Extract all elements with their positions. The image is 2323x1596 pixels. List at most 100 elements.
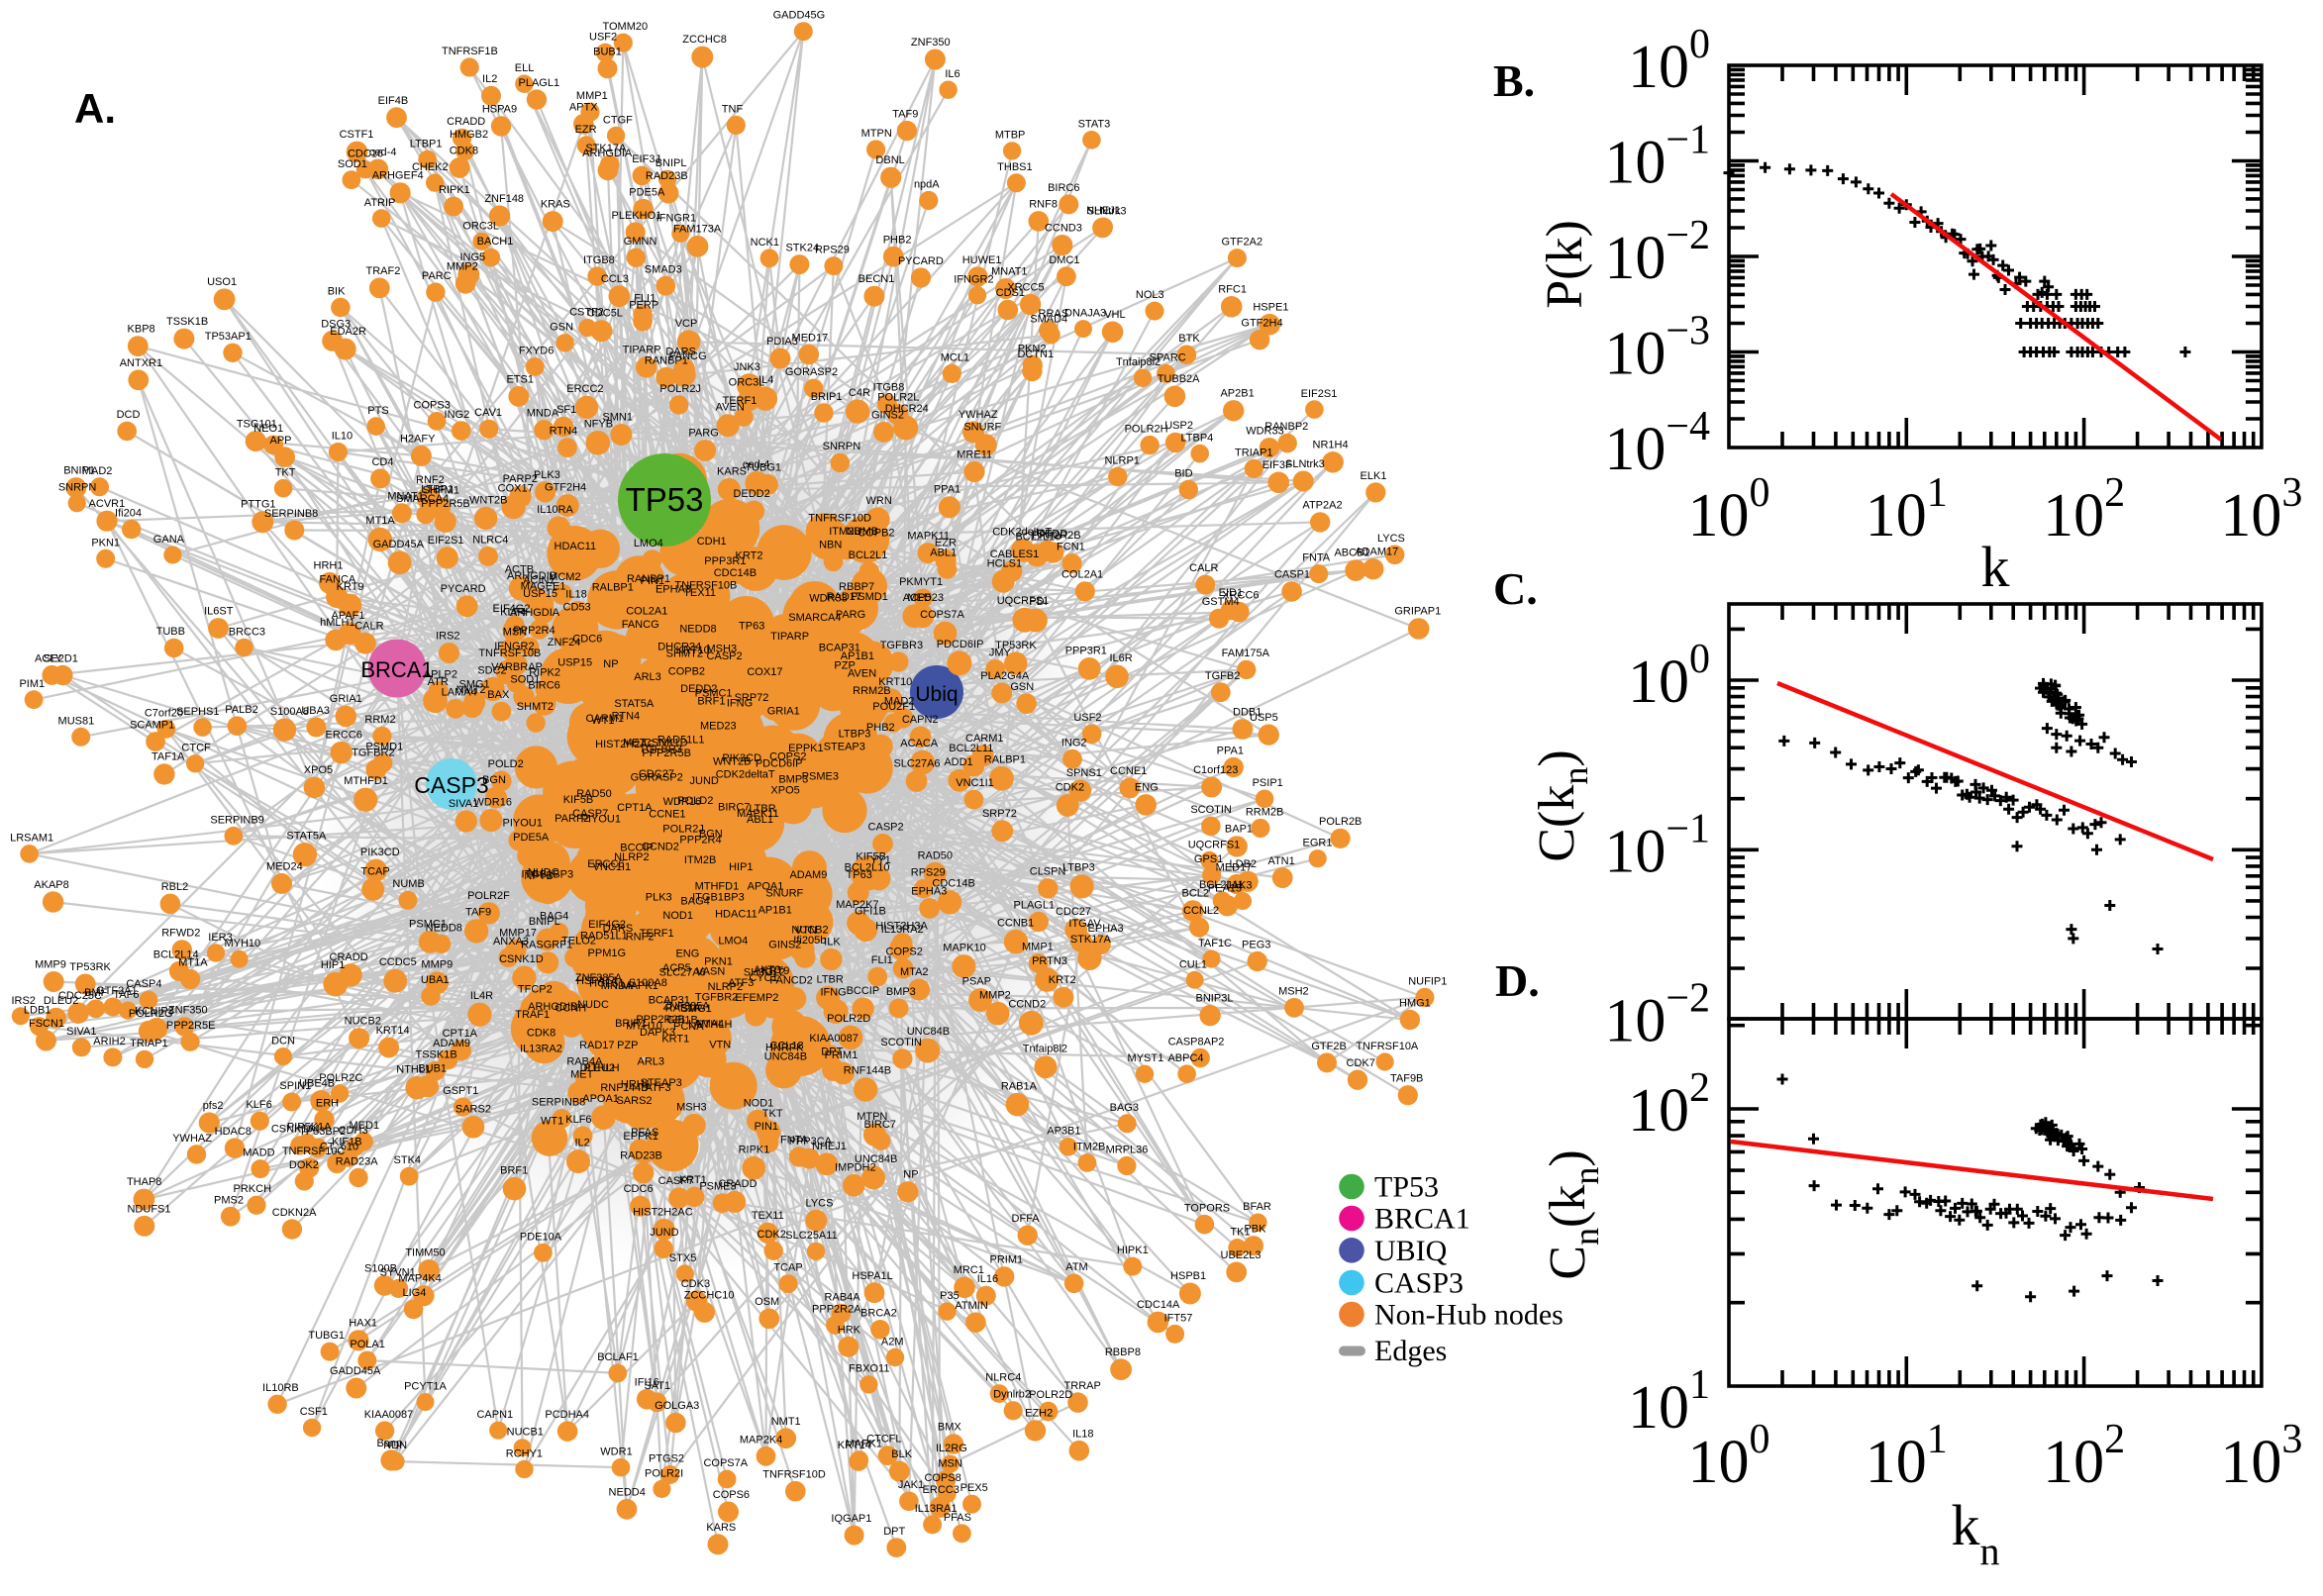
svg-text:CCNH: CCNH [555,1002,586,1014]
svg-text:CTCF: CTCF [181,743,211,754]
svg-text:STAT5A: STAT5A [614,698,655,710]
svg-text:BTK: BTK [1178,333,1200,345]
svg-text:POU2F1: POU2F1 [872,701,915,713]
svg-text:CDK2: CDK2 [758,1229,786,1241]
svg-text:PZP: PZP [617,1040,638,1051]
svg-text:ABPC4: ABPC4 [1167,1052,1203,1064]
svg-text:NBN: NBN [819,540,842,551]
svg-text:npdA: npdA [914,179,940,191]
svg-text:POLA1: POLA1 [350,1339,384,1350]
svg-text:BMP3: BMP3 [886,986,916,998]
svg-text:ING2: ING2 [445,409,470,421]
svg-text:DCTN1: DCTN1 [1017,349,1054,360]
svg-text:AP3B1: AP3B1 [1047,1126,1080,1138]
svg-text:TERF1: TERF1 [640,928,674,940]
svg-text:DPT: DPT [821,1047,843,1058]
svg-text:CHEK2: CHEK2 [412,161,449,173]
svg-text:SLC27A6: SLC27A6 [659,967,706,979]
svg-text:DHCR24: DHCR24 [885,403,929,415]
svg-text:CD4: CD4 [371,456,393,468]
svg-text:DEDD: DEDD [1037,528,1067,540]
svg-text:KRT9: KRT9 [761,965,789,977]
svg-text:CAV1: CAV1 [474,407,502,419]
svg-text:POLR2C: POLR2C [319,1072,362,1084]
svg-text:BRIP1: BRIP1 [615,1018,647,1030]
svg-text:TSSK1B: TSSK1B [416,1048,457,1060]
svg-text:NP: NP [903,1169,918,1181]
svg-text:VARBRAP: VARBRAP [491,661,543,673]
svg-text:HUWE1: HUWE1 [962,254,1002,266]
svg-text:IQGAP1: IQGAP1 [831,1513,871,1525]
svg-text:SMG1: SMG1 [459,679,490,691]
svg-text:IL2RG: IL2RG [936,1443,967,1454]
svg-text:PDI: PDI [1029,596,1047,608]
svg-text:UBA3: UBA3 [301,705,330,717]
svg-text:TKT: TKT [762,1108,783,1120]
svg-text:ITGB1BP3: ITGB1BP3 [692,892,745,904]
svg-text:STAT5A: STAT5A [286,831,327,843]
svg-text:MAPK1: MAPK1 [622,980,658,992]
svg-text:MCM2: MCM2 [549,571,580,583]
svg-text:LTBP4: LTBP4 [1180,432,1213,444]
svg-text:SMARCA4: SMARCA4 [396,493,449,505]
svg-text:PSMC1: PSMC1 [695,688,733,700]
svg-text:STK17A: STK17A [585,143,627,154]
svg-text:NLRP2: NLRP2 [614,851,649,863]
svg-text:MMP2: MMP2 [447,261,478,273]
svg-text:TAF1A: TAF1A [152,751,185,763]
svg-text:EIF4B: EIF4B [378,95,409,107]
svg-text:MYH10: MYH10 [626,1021,662,1033]
svg-text:ACTB: ACTB [505,563,534,575]
svg-text:TGFBR2: TGFBR2 [695,992,738,1004]
svg-text:TP53BP2: TP53BP2 [299,1126,346,1138]
svg-text:EIF2S1: EIF2S1 [1301,388,1338,400]
svg-text:CDC27: CDC27 [639,768,674,780]
svg-text:RIPK2: RIPK2 [529,667,560,679]
svg-text:SE2D1: SE2D1 [44,652,78,664]
svg-text:TEX11: TEX11 [752,1210,784,1222]
svg-text:PIP5K1A: PIP5K1A [287,1122,332,1134]
svg-text:TRIAP1: TRIAP1 [1235,447,1273,458]
svg-text:TUBB: TUBB [156,626,185,638]
svg-text:SRP72: SRP72 [735,692,769,704]
svg-text:CALR: CALR [1189,562,1218,574]
svg-text:SMAD3: SMAD3 [645,263,682,275]
svg-text:IMPDH2: IMPDH2 [835,1162,876,1174]
svg-text:BIK: BIK [328,285,346,297]
svg-text:CPT1A: CPT1A [443,1028,478,1040]
svg-text:LAMA4: LAMA4 [688,1019,724,1031]
svg-text:PMS2: PMS2 [214,1194,244,1206]
svg-text:PLK3: PLK3 [646,891,672,903]
svg-text:POLR2G: POLR2G [129,1008,173,1020]
svg-text:SMG1: SMG1 [681,1003,712,1015]
svg-text:STK17A: STK17A [1070,934,1112,946]
svg-text:SLC25A11: SLC25A11 [785,1230,837,1242]
svg-text:SERPINB8: SERPINB8 [264,508,318,520]
svg-text:CCND2: CCND2 [1008,998,1046,1010]
svg-text:ITGB8: ITGB8 [583,254,615,266]
svg-text:WDR16: WDR16 [663,796,702,808]
svg-text:HMG1: HMG1 [1399,997,1431,1009]
svg-text:CASP7: CASP7 [572,808,608,820]
svg-text:A2M: A2M [881,1336,904,1347]
svg-text:EGR1: EGR1 [1303,838,1333,849]
svg-text:BNIPL: BNIPL [529,916,560,928]
svg-text:NTHL1: NTHL1 [396,1064,431,1076]
svg-text:ACACA: ACACA [900,738,939,749]
svg-text:CSTF1: CSTF1 [340,129,374,141]
svg-text:LDB1: LDB1 [24,1005,51,1017]
svg-text:HAX1: HAX1 [349,1318,377,1330]
svg-text:IL4R: IL4R [470,990,493,1002]
svg-text:B.: B. [1493,55,1535,106]
svg-text:TK1: TK1 [1230,1227,1250,1239]
svg-text:NDN: NDN [383,1440,407,1451]
svg-text:HSPB1: HSPB1 [1170,1270,1206,1282]
svg-text:CDC14B: CDC14B [932,878,974,890]
svg-text:CPT1A: CPT1A [617,802,653,814]
svg-text:COL2A1: COL2A1 [1061,569,1103,581]
svg-text:102: 102 [2043,470,2125,549]
svg-text:RAB4A: RAB4A [825,1291,861,1303]
svg-text:RPS29: RPS29 [815,245,850,256]
svg-text:Tnfaip8l2: Tnfaip8l2 [1116,356,1161,368]
svg-text:GSN: GSN [1010,681,1034,693]
